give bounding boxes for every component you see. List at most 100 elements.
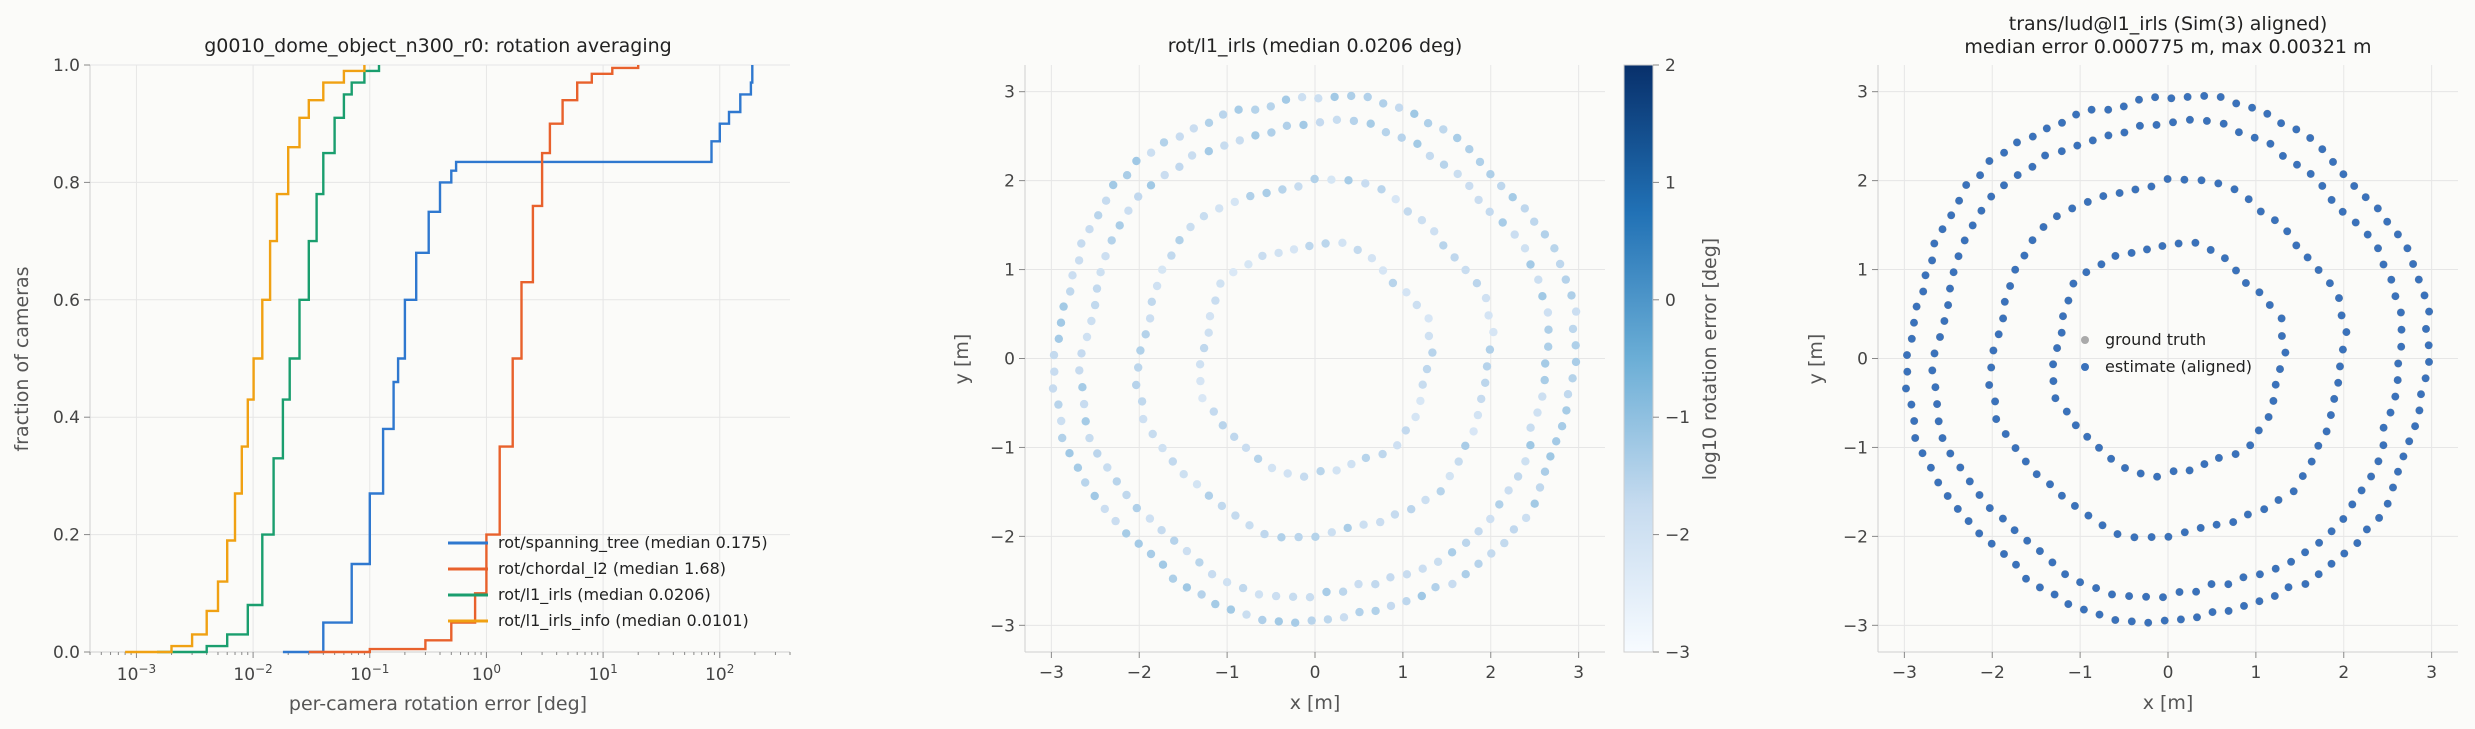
estimate-point <box>1907 400 1916 409</box>
rot-scatter-ytick-label: −3 <box>990 616 1015 636</box>
ecdf-legend: rot/spanning_tree (median 0.175) rot/chor… <box>448 533 768 631</box>
estimate-point <box>2348 500 2357 509</box>
estimate-point <box>2278 332 2286 340</box>
estimate-point <box>2411 422 2419 431</box>
estimate-point <box>2271 216 2279 224</box>
estimate-point <box>2049 360 2057 369</box>
estimate-point <box>2301 580 2310 588</box>
estimate-point <box>2167 94 2176 103</box>
estimate-point <box>2339 170 2348 178</box>
estimate-point <box>2043 124 2051 133</box>
rot-scatter-point <box>1520 244 1530 253</box>
rot-scatter-point <box>1254 590 1264 599</box>
estimate-point <box>2314 570 2323 578</box>
estimate-point <box>2080 605 2088 614</box>
estimate-point <box>2403 244 2412 253</box>
trans-legend-label: estimate (aligned) <box>2105 357 2252 376</box>
rot-scatter-point <box>1139 414 1148 424</box>
estimate-point <box>2028 163 2037 171</box>
rot-scatter-point <box>1407 505 1416 514</box>
estimate-point <box>2104 131 2113 140</box>
rot-scatter-point <box>1059 302 1068 311</box>
rot-scatter-point <box>1146 148 1156 157</box>
rot-scatter-point <box>1291 618 1300 627</box>
trans-scatter-points <box>1902 91 2434 627</box>
estimate-point <box>1954 505 1962 513</box>
rot-scatter-point <box>1229 268 1238 277</box>
estimate-point <box>2263 110 2272 118</box>
rot-scatter-point <box>1056 318 1066 327</box>
estimate-point <box>2020 251 2029 260</box>
estimate-point <box>2152 121 2161 129</box>
trans-scatter-subtitle: median error 0.000775 m, max 0.00321 m <box>1964 36 2371 58</box>
estimate-point <box>1946 449 1955 458</box>
estimate-point <box>1954 252 1963 260</box>
rot-scatter-point <box>1413 139 1422 148</box>
rot-scatter-point <box>1175 132 1185 141</box>
estimate-point <box>2281 348 2290 357</box>
rot-scatter-point <box>1195 558 1204 567</box>
rot-scatter-point <box>1305 593 1315 602</box>
rot-scatter-point <box>1453 169 1462 179</box>
estimate-point <box>2113 530 2122 538</box>
colorbar-tick-label: 1 <box>1665 173 1676 193</box>
estimate-point <box>2422 325 2430 333</box>
estimate-point <box>2084 198 2092 206</box>
estimate-point <box>2255 288 2264 297</box>
estimate-point <box>2269 397 2278 405</box>
estimate-point <box>2130 533 2139 542</box>
colorbar-tick-label: 2 <box>1665 56 1676 76</box>
rot-scatter-point <box>1461 265 1470 275</box>
rot-scatter-point <box>1258 615 1267 625</box>
estimate-point <box>1956 463 1965 472</box>
rot-scatter-xlabel: x [m] <box>1290 692 1341 714</box>
estimate-point <box>1928 256 1936 265</box>
ecdf-ytick-label: 0.0 <box>53 643 80 663</box>
rot-scatter-point <box>1323 615 1333 624</box>
estimate-point <box>2092 584 2100 592</box>
estimate-point <box>2181 528 2189 537</box>
estimate-point <box>2387 275 2396 284</box>
rot-scatter-point <box>1090 491 1099 501</box>
rot-scatter-point <box>1477 394 1486 404</box>
estimate-point <box>2271 592 2279 600</box>
rot-scatter-point <box>1251 105 1260 114</box>
rot-scatter-point <box>1307 616 1316 625</box>
rot-scatter-point <box>1367 254 1377 263</box>
rot-scatter-point <box>1092 284 1102 293</box>
rot-scatter-point <box>1103 463 1112 472</box>
colorbar-ticks: 2 1 0 −1 −2 −3 <box>1653 56 1690 663</box>
rot-scatter-point <box>1428 348 1437 357</box>
trans-legend-label: ground truth <box>2105 330 2206 349</box>
rot-scatter-point <box>1107 236 1116 245</box>
rot-scatter-point <box>1230 432 1239 441</box>
rot-scatter-point <box>1481 378 1490 387</box>
estimate-point <box>2425 358 2433 366</box>
estimate-point <box>2399 452 2408 461</box>
trans-scatter-ytick-label: −2 <box>1843 527 1868 547</box>
rot-scatter-point <box>1299 120 1308 130</box>
estimate-point <box>2248 103 2256 112</box>
estimate-point <box>2277 119 2285 127</box>
estimate-point <box>1987 539 1996 548</box>
estimate-point <box>2315 539 2323 547</box>
rot-scatter-point <box>1401 426 1411 435</box>
estimate-point <box>2393 376 2402 384</box>
rot-scatter-point <box>1338 238 1347 247</box>
rot-scatter-title: rot/l1_irls (median 0.0206 deg) <box>1168 35 1462 57</box>
rot-scatter-point <box>1175 162 1184 171</box>
estimate-point <box>2264 413 2273 421</box>
estimate-point <box>2212 520 2221 529</box>
rot-scatter-point <box>1074 256 1084 265</box>
rot-scatter-point <box>1433 557 1443 566</box>
rot-scatter-point <box>1207 570 1217 579</box>
estimate-point <box>2191 239 2200 247</box>
rot-scatter-point <box>1412 300 1422 310</box>
rot-scatter-point <box>1081 478 1090 487</box>
rot-scatter-point <box>1311 532 1320 541</box>
rot-scatter-point <box>1359 520 1368 529</box>
rot-scatter-point <box>1571 341 1580 350</box>
rot-scatter-point <box>1157 526 1166 535</box>
estimate-point <box>2061 570 2069 578</box>
rot-scatter-point <box>1530 217 1539 226</box>
